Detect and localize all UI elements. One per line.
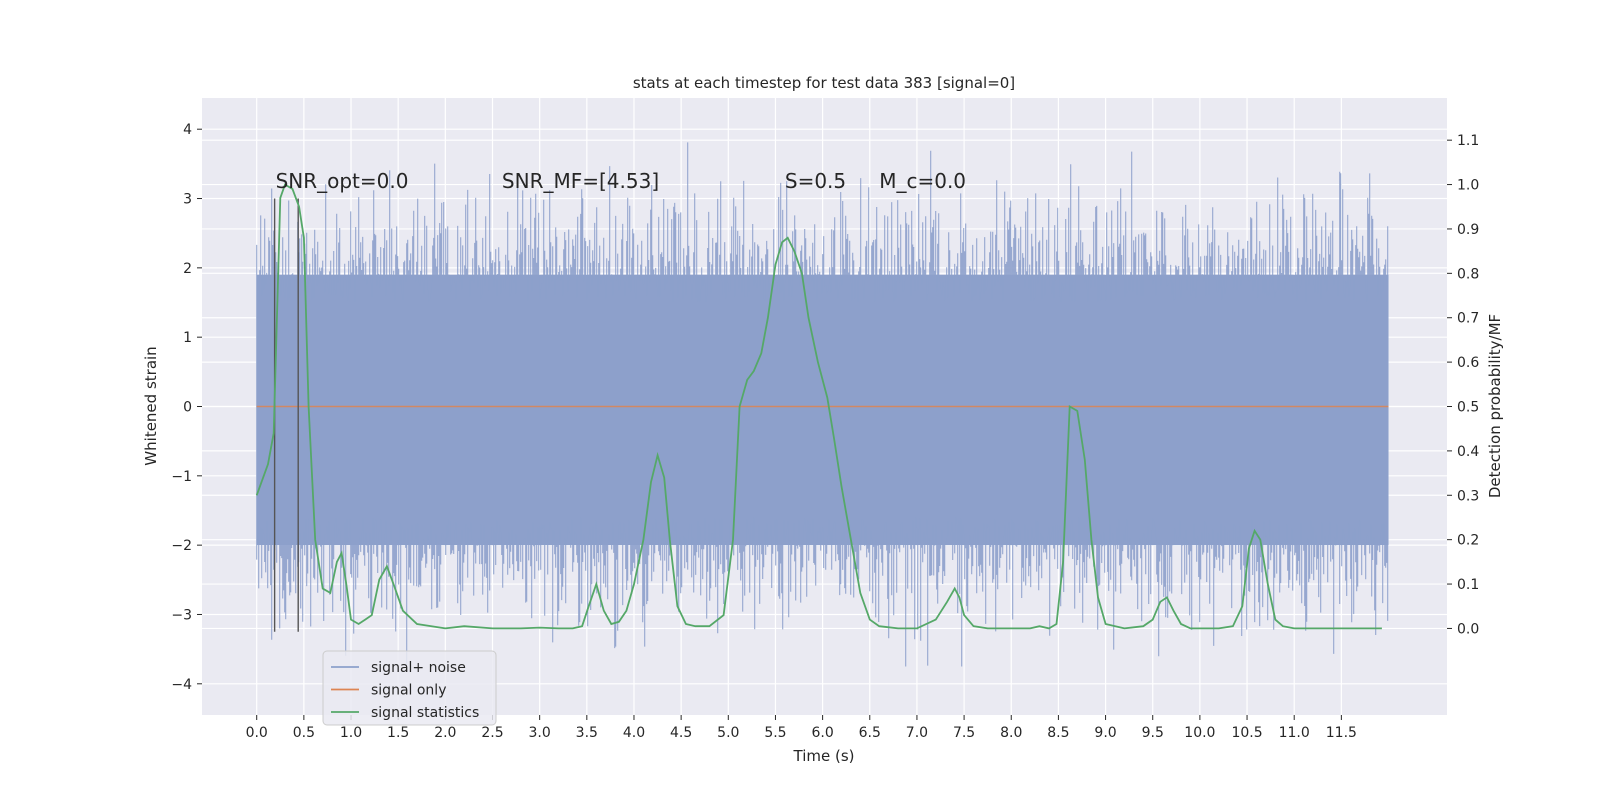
- x-tick-label: 1.0: [340, 725, 362, 741]
- y-right-tick-label: 0.1: [1457, 577, 1479, 593]
- annotation-label: SNR_opt=0.0: [276, 169, 409, 193]
- annotations: SNR_opt=0.0 SNR_MF=[4.53] S=0.5 M_c=0.0: [276, 169, 966, 193]
- y-left-axis-title: Whitened strain: [142, 346, 160, 465]
- legend: signal+ noise signal only signal statistic…: [322, 650, 497, 726]
- x-tick-label: 6.0: [811, 725, 833, 741]
- noise-trace: [256, 142, 1389, 667]
- y-right-tick-label: 0.8: [1457, 266, 1479, 282]
- y-right-tick-label: 0.6: [1457, 355, 1479, 371]
- x-tick-label: 10.5: [1231, 725, 1262, 741]
- y-right-tick-label: 0.5: [1457, 400, 1479, 416]
- y-left-tick-label: −1: [171, 469, 192, 485]
- annotation-label: S=0.5: [785, 169, 846, 193]
- y-left-tick-label: 3: [183, 192, 192, 208]
- chart-title: stats at each timestep for test data 383…: [633, 74, 1015, 92]
- y-left-tick-label: 0: [183, 400, 192, 416]
- x-tick-label: 4.0: [623, 725, 645, 741]
- x-tick-label: 3.5: [576, 725, 598, 741]
- y-left-tick-label: −4: [171, 677, 192, 693]
- x-tick-label: 7.0: [906, 725, 928, 741]
- x-tick-label: 5.5: [764, 725, 786, 741]
- x-axis-title: Time (s): [793, 747, 855, 765]
- signal-noise-series: [256, 142, 1389, 667]
- x-tick-label: 3.0: [529, 725, 551, 741]
- legend-entry-label: signal+ noise: [371, 660, 466, 676]
- legend-entry-label: signal only: [371, 683, 446, 699]
- x-tick-label: 7.5: [953, 725, 975, 741]
- y-left-tick-label: −3: [171, 607, 192, 623]
- y-right-tick-label: 0.3: [1457, 488, 1479, 504]
- x-tick-label: 5.0: [717, 725, 739, 741]
- y-right-tick-label: 0.0: [1457, 621, 1479, 637]
- y-left-axis-ticks: −4 −3 −2 −1 0 1 2 3 4: [171, 122, 202, 693]
- x-tick-label: 1.5: [387, 725, 409, 741]
- signal-statistics-series: [255, 183, 1382, 630]
- x-tick-label: 10.0: [1184, 725, 1215, 741]
- x-tick-label: 2.5: [481, 725, 503, 741]
- x-tick-label: 11.0: [1279, 725, 1310, 741]
- signal-statistics-line: [255, 183, 1382, 630]
- y-right-tick-label: 0.7: [1457, 311, 1479, 327]
- y-left-tick-label: 1: [183, 330, 192, 346]
- annotation-label: M_c=0.0: [879, 169, 966, 193]
- x-tick-label: 8.0: [1000, 725, 1022, 741]
- x-tick-label: 6.5: [859, 725, 881, 741]
- y-left-tick-label: 4: [183, 122, 192, 138]
- x-tick-label: 9.0: [1094, 725, 1116, 741]
- x-tick-label: 4.5: [670, 725, 692, 741]
- x-axis-ticks: 0.0 0.5 1.0 1.5 2.0 2.5 3.0 3.5 4.0 4.5 5.0 5.5 6.0 6…: [246, 715, 1357, 741]
- y-right-tick-label: 0.2: [1457, 533, 1479, 549]
- legend-box: [322, 650, 497, 726]
- x-tick-label: 0.0: [246, 725, 268, 741]
- x-tick-label: 0.5: [293, 725, 315, 741]
- y-right-axis-title: Detection probability/MF: [1486, 314, 1504, 498]
- x-tick-label: 11.5: [1326, 725, 1357, 741]
- y-right-tick-label: 1.0: [1457, 178, 1479, 194]
- y-right-tick-label: 1.1: [1457, 133, 1479, 149]
- y-right-axis-ticks: 0.0 0.1 0.2 0.3 0.4 0.5 0.6 0.7 0.8 0.9 1.0 1.1: [1447, 133, 1479, 637]
- x-tick-label: 9.5: [1142, 725, 1164, 741]
- x-tick-label: 8.5: [1047, 725, 1069, 741]
- y-right-tick-label: 0.9: [1457, 222, 1479, 238]
- annotation-label: SNR_MF=[4.53]: [502, 169, 659, 193]
- x-tick-label: 2.0: [434, 725, 456, 741]
- y-left-tick-label: 2: [183, 261, 192, 277]
- legend-entry-label: signal statistics: [371, 705, 479, 721]
- y-right-tick-label: 0.4: [1457, 444, 1479, 460]
- y-left-tick-label: −2: [171, 538, 192, 554]
